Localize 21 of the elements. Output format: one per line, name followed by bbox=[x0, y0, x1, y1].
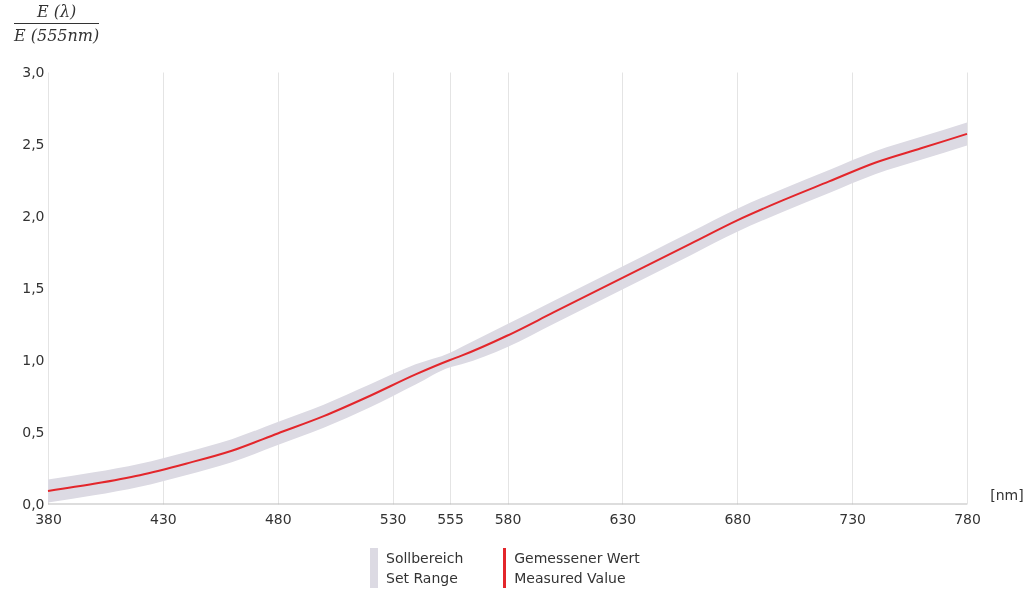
y-axis-title: E (λ) E (555nm) bbox=[14, 2, 100, 45]
x-tick-label: 430 bbox=[150, 510, 177, 527]
y-tick-label: 1,0 bbox=[22, 351, 45, 368]
x-tick-label: 630 bbox=[609, 510, 637, 527]
y-tick-label: 2,5 bbox=[22, 135, 45, 152]
x-tick-label: 680 bbox=[724, 510, 752, 527]
y-tick-label: 0,0 bbox=[22, 495, 45, 512]
y-tick-label: 0,5 bbox=[22, 423, 45, 440]
x-axis-title: [nm] bbox=[990, 487, 1024, 503]
y-tick-label: 3,0 bbox=[22, 63, 45, 80]
x-tick-label: 580 bbox=[494, 510, 522, 527]
text: Gemessener Wert Measured Value bbox=[514, 549, 640, 588]
y-tick-label: 1,5 bbox=[22, 279, 45, 296]
x-tick-label: 780 bbox=[954, 510, 981, 527]
x-tick-label: 730 bbox=[839, 510, 866, 527]
y-tick-label: 2,0 bbox=[22, 207, 45, 224]
x-tick-label: 555 bbox=[437, 510, 464, 527]
x-tick-label: 530 bbox=[379, 510, 407, 527]
text: Sollbereich Set Range bbox=[386, 549, 464, 588]
x-tick-label: 380 bbox=[35, 510, 62, 527]
x-tick-label: 480 bbox=[264, 510, 292, 527]
